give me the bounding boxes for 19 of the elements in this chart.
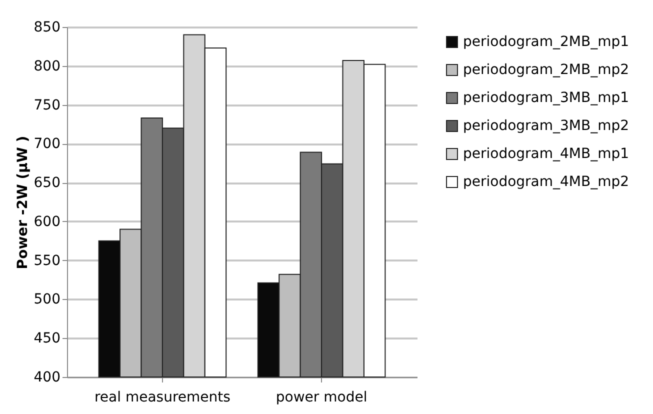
legend-label: periodogram_3MB_mp1: [463, 90, 630, 106]
y-axis-title: Power -2W (µW ): [14, 136, 31, 270]
legend-label: periodogram_2MB_mp2: [463, 62, 630, 78]
y-tick-label: 850: [34, 20, 60, 36]
y-tick-label: 450: [34, 330, 60, 347]
legend-label: periodogram_4MB_mp2: [463, 174, 630, 190]
legend-label: periodogram_2MB_mp1: [463, 34, 630, 50]
legend-label: periodogram_4MB_mp1: [463, 146, 630, 162]
y-tick-label: 400: [34, 370, 60, 386]
x-tick-label: real measurements: [94, 390, 230, 406]
y-tick-label: 700: [34, 136, 60, 152]
y-tick-label: 600: [34, 214, 60, 230]
y-tick-label: 650: [34, 175, 60, 192]
y-tick-label: 800: [34, 58, 60, 74]
legend-label: periodogram_3MB_mp2: [463, 118, 630, 134]
y-tick-label: 550: [34, 252, 60, 269]
y-tick-label: 500: [34, 292, 60, 308]
y-tick-label: 750: [34, 97, 60, 114]
x-tick-label: power model: [276, 390, 368, 406]
